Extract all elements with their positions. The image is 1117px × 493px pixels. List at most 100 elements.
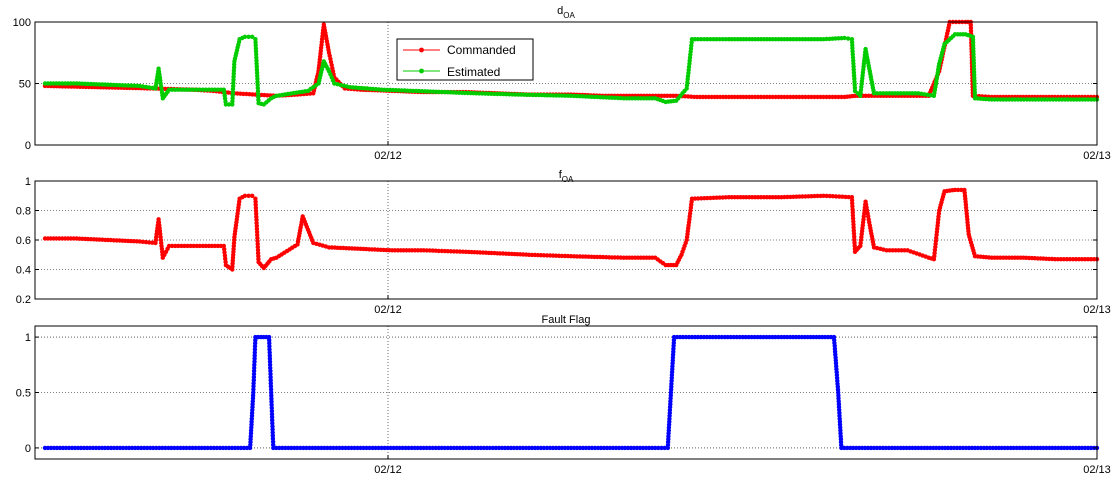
foa-series-0-marker: [692, 196, 698, 201]
foa-y-tick-label: 0.4: [16, 265, 31, 277]
fault-flag-series-0-marker: [662, 445, 667, 451]
foa-series-0-marker: [699, 196, 704, 201]
doa-series-estimated-marker: [231, 83, 236, 89]
fault-flag-series-0-marker: [267, 362, 273, 367]
fault-flag-series-0-markers: [42, 334, 1100, 451]
doa-x-tick-label: 02/13: [1083, 150, 1111, 162]
foa-series-0-marker: [840, 194, 845, 199]
panel-foa-title: fOA: [559, 169, 574, 184]
fault-flag-series-0-marker: [235, 445, 241, 451]
doa-series-estimated-marker: [254, 52, 259, 57]
doa-series-estimated-marker: [226, 102, 232, 107]
doa-series-estimated-marker: [140, 84, 145, 89]
foa-series-0-marker: [717, 195, 722, 200]
panel-doa-axes: 0 50 100 02/12 02/13: [13, 17, 1111, 162]
doa-series-estimated-marker: [223, 102, 229, 107]
fault-flag-series-0-marker: [442, 445, 447, 451]
fault-flag-series-0-marker: [252, 350, 257, 355]
foa-axes-box: [34, 180, 1098, 300]
fault-flag-series-0-marker: [270, 418, 275, 423]
fault-flag-series-0-marker: [269, 408, 275, 414]
fault-flag-series-0-marker: [172, 445, 177, 451]
doa-series-estimated-marker: [705, 37, 710, 42]
legend-estimated-label: Estimated: [447, 65, 500, 79]
panel-fault-flag: Fault Flag 0 0.5 1 02/12 02/13: [16, 314, 1111, 476]
panel-doa-plot-area: [42, 19, 1100, 107]
panel-foa: fOA 0.2 0.4 0.6 0.8 1 02/12 02/13: [16, 169, 1111, 316]
doa-series-estimated-marker: [692, 37, 698, 42]
doa-series-estimated-marker: [166, 87, 172, 92]
doa-series-estimated-marker: [230, 102, 235, 107]
fault-flag-series-0-marker: [184, 445, 189, 451]
fault-flag-series-0-marker: [268, 368, 273, 374]
fault-flag-y-tick-label: 1: [25, 332, 31, 344]
doa-series-estimated-marker: [803, 37, 808, 42]
foa-series-0-marker: [254, 217, 259, 222]
doa-series-estimated-marker: [881, 91, 886, 96]
foa-series-0-marker: [255, 247, 261, 253]
fault-flag-series-0-marker: [270, 427, 275, 432]
foa-x-tick-label: 02/12: [374, 304, 402, 316]
foa-series-0-marker: [714, 195, 719, 200]
foa-series-0-marker: [723, 195, 728, 200]
fault-flag-series-0-marker: [252, 365, 257, 371]
fault-flag-series-0-marker: [252, 359, 257, 364]
fault-flag-series-0-marker: [270, 430, 275, 435]
doa-series-estimated-marker: [874, 91, 880, 96]
foa-series-0-marker: [846, 194, 851, 200]
doa-series-estimated-marker: [871, 91, 877, 96]
fault-flag-series-0-marker: [268, 371, 273, 377]
fault-flag-series-0-marker: [271, 442, 276, 447]
doa-series-estimated-marker: [852, 85, 858, 91]
foa-series-0-marker: [222, 246, 227, 252]
fault-flag-series-0-marker: [267, 356, 273, 361]
fault-flag-series-0-marker: [270, 433, 275, 438]
doa-series-estimated-marker: [714, 37, 719, 42]
foa-y-tick-label: 0.8: [16, 206, 31, 218]
fault-flag-series-0-marker: [163, 445, 168, 451]
doa-series-estimated-marker: [489, 91, 494, 97]
doa-series-estimated-marker: [246, 34, 251, 39]
doa-series-estimated-marker: [230, 89, 236, 95]
foa-series-0-marker: [833, 194, 839, 199]
doa-series-estimated-marker: [254, 64, 259, 69]
foa-series-0-marker: [140, 239, 145, 244]
legend-commanded-marker: [419, 47, 424, 53]
foa-series-0-marker: [1067, 257, 1073, 262]
fault-flag-series-0-marker: [266, 334, 272, 340]
foa-series-0-marker: [146, 240, 152, 245]
fault-flag-series-0-marker: [251, 371, 257, 377]
panel-doa-title: dOA: [557, 5, 575, 20]
fault-flag-y-tick-label: 0.5: [16, 388, 31, 400]
doa-series-estimated-marker: [250, 34, 255, 39]
foa-series-0-marker: [830, 194, 836, 199]
fault-flag-y-tick-label: 0: [25, 443, 31, 455]
fault-flag-series-0-marker: [267, 350, 272, 355]
foa-y-tick-label: 1: [25, 176, 31, 188]
doa-series-estimated-marker: [191, 87, 196, 92]
doa-series-estimated-marker: [708, 37, 713, 42]
foa-series-0-marker: [959, 187, 964, 193]
doa-series-estimated-markers: [42, 32, 1100, 107]
doa-series-estimated-marker: [176, 87, 181, 92]
panel-foa-axes: 0.2 0.4 0.6 0.8 1 02/12 02/13: [16, 176, 1111, 316]
doa-y-tick-label: 100: [13, 17, 31, 29]
legend-box: [396, 38, 534, 81]
foa-series-0-marker: [222, 253, 228, 258]
foa-series-0-marker: [827, 193, 832, 199]
fault-flag-series-0-marker: [66, 445, 72, 451]
fault-flag-series-0-marker: [295, 445, 300, 451]
fault-flag-series-0-marker: [267, 359, 273, 364]
fault-flag-series-0-marker: [592, 445, 598, 451]
fault-flag-x-tick-label: 02/13: [1083, 464, 1111, 476]
foa-series-0-marker: [824, 193, 829, 199]
foa-series-0-marker: [170, 243, 175, 249]
fault-flag-series-0-marker: [251, 387, 256, 392]
fault-flag-series-0-marker: [331, 445, 336, 451]
legend-commanded-label: Commanded: [447, 43, 516, 57]
fault-flag-x-tick-label: 02/12: [374, 464, 402, 476]
doa-series-estimated-marker: [695, 37, 701, 42]
foa-series-0-marker: [803, 194, 808, 199]
fault-flag-series-0-marker: [269, 399, 274, 404]
